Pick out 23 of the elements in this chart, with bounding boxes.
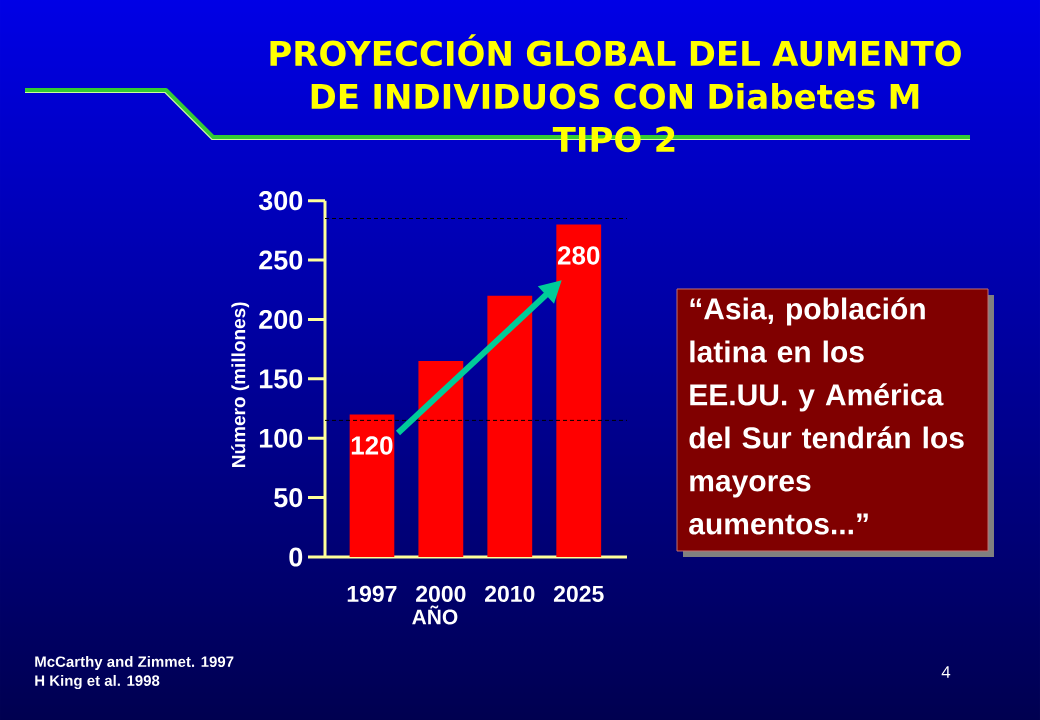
text: McCarthy and Zimmet. 1997 <box>35 655 234 670</box>
data-label: 280 <box>557 246 600 265</box>
y-tick-label: 200 <box>259 309 303 330</box>
x-tick-label: 1997 <box>347 585 397 602</box>
y-tick-label: 50 <box>274 488 303 508</box>
bar <box>418 361 464 557</box>
bar <box>349 414 395 557</box>
y-tick-label: 100 <box>259 428 303 448</box>
text: “Asia, población latina en los EE.UU. y América del Sur tendrán los mayores aumentos...” <box>689 297 964 535</box>
bar <box>556 224 602 557</box>
x-tick-label: 2010 <box>485 585 535 602</box>
bar <box>487 295 533 557</box>
y-tick-label: 150 <box>259 369 303 389</box>
y-tick-label: 0 <box>289 547 303 567</box>
y-tick-label: 300 <box>258 191 303 211</box>
x-tick-label: 2025 <box>553 585 604 602</box>
y-tick-label: 250 <box>259 250 303 270</box>
text: 4 <box>941 666 951 678</box>
y-axis-title: Número (millones) <box>231 302 250 467</box>
data-label: 120 <box>351 436 393 455</box>
x-tick-label: 2000 <box>416 585 466 602</box>
x-axis-title: AÑO <box>412 605 458 625</box>
text: H King et al. 1998 <box>35 674 160 690</box>
